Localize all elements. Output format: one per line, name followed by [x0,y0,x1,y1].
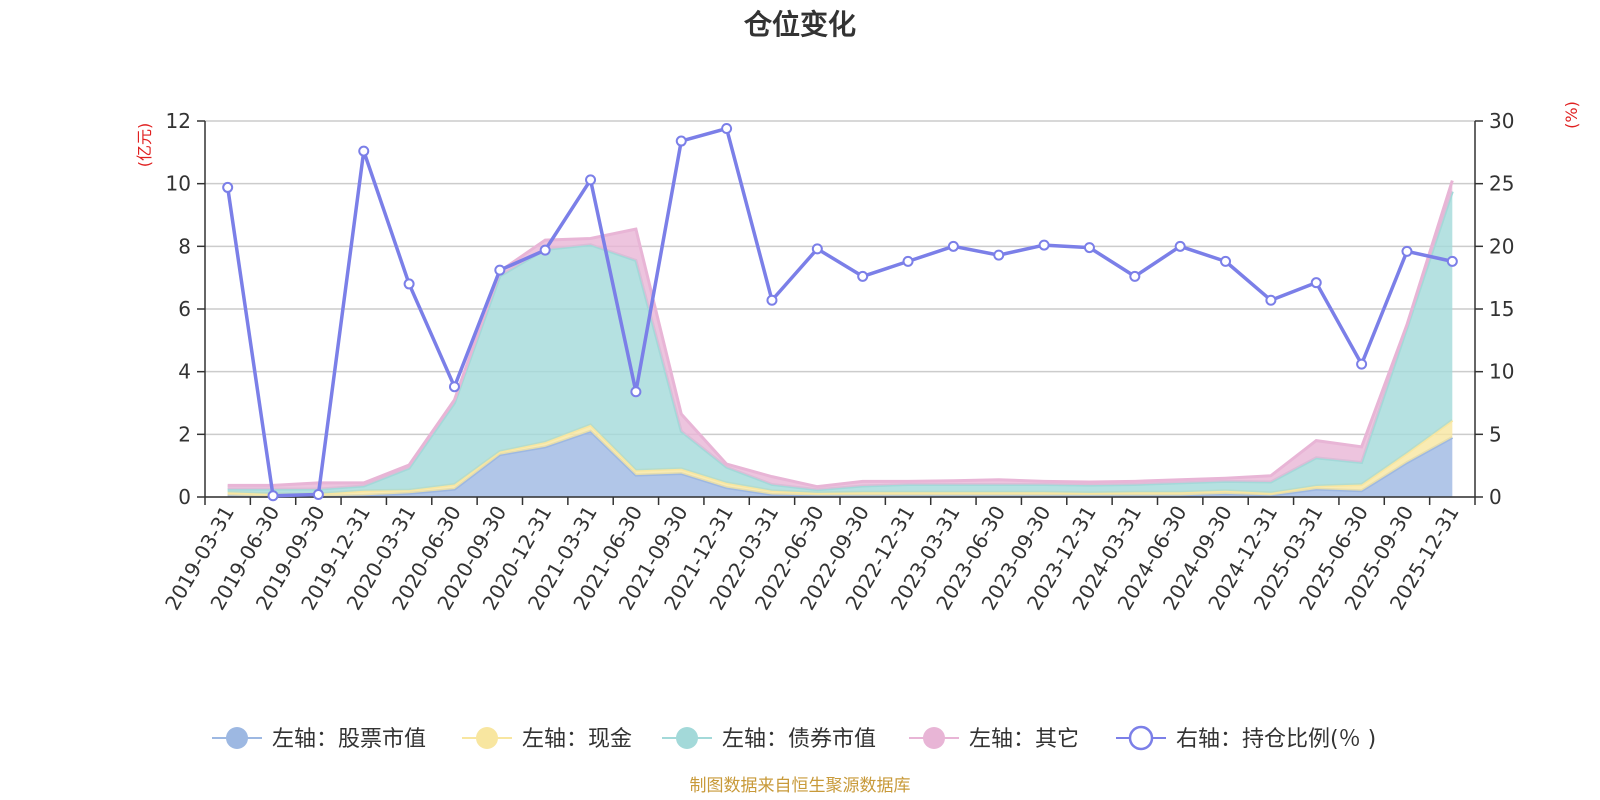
stacked-areas [227,180,1454,498]
left-tick-label: 4 [178,360,191,384]
area-series-0 [227,431,1453,497]
area-series-3 [227,180,1453,490]
ratio-point[interactable] [1265,294,1277,306]
ratio-point[interactable] [585,174,597,186]
left-tick-label: 8 [178,234,191,258]
axes: 0246810120510152025302019-03-312019-06-3… [160,109,1514,614]
area-series-1 [227,420,1453,497]
ratio-point[interactable] [1038,239,1050,251]
ratio-point[interactable] [993,249,1005,261]
ratio-point[interactable] [1174,240,1186,252]
left-tick-label: 12 [166,109,191,133]
left-tick-label: 0 [178,485,191,509]
right-tick-label: 20 [1489,234,1514,258]
ratio-point[interactable] [403,278,415,290]
left-tick-label: 2 [178,422,191,446]
area-series-2 [227,191,1453,494]
ratio-point[interactable] [1356,358,1368,370]
legend-swatch-marker [476,727,498,749]
legend-label: 左轴：股票市值 [272,727,426,752]
legend-label: 左轴：其它 [969,727,1079,752]
ratio-point[interactable] [721,123,733,135]
ratio-point[interactable] [448,381,460,393]
grid-lines [205,120,1475,498]
ratio-point[interactable] [494,264,506,276]
ratio-point[interactable] [1310,277,1322,289]
ratio-point[interactable] [902,255,914,267]
area-series-edge-3 [227,180,1454,489]
ratio-point[interactable] [539,244,551,256]
legend-label: 左轴：现金 [522,727,632,752]
ratio-point[interactable] [222,181,234,193]
legend-item-4[interactable]: 右轴：持仓比例(％ ) [1116,725,1376,752]
legend-item-1[interactable]: 左轴：现金 [462,727,632,752]
ratio-line [225,126,1453,498]
left-axis-unit: (亿元) [135,123,154,168]
position-ratio-line [222,123,1458,502]
right-tick-label: 5 [1489,422,1502,446]
left-tick-label: 6 [178,297,191,321]
legend-label: 右轴：持仓比例(％ ) [1176,727,1376,752]
legend-swatch-marker [923,727,945,749]
ratio-point[interactable] [675,135,687,147]
right-tick-label: 30 [1489,109,1514,133]
legend-swatch-marker [226,727,248,749]
ratio-point[interactable] [947,240,959,252]
ratio-point[interactable] [1220,255,1232,267]
right-tick-label: 15 [1489,297,1514,321]
legend-label: 左轴：债券市值 [722,727,876,752]
right-tick-label: 0 [1489,485,1502,509]
area-series-edge-2 [227,191,1454,492]
ratio-point[interactable] [267,490,279,502]
ratio-point[interactable] [630,386,642,398]
legend[interactable]: 左轴：股票市值 左轴：现金 左轴：债券市值 左轴：其它 右轴：持仓比例(％ ) [212,725,1376,752]
ratio-point[interactable] [1129,270,1141,282]
legend-item-2[interactable]: 左轴：债券市值 [662,727,876,752]
left-tick-label: 10 [166,172,191,196]
ratio-point[interactable] [1083,242,1095,254]
legend-swatch-marker [1128,725,1154,751]
ratio-point[interactable] [766,294,778,306]
ratio-point[interactable] [1401,245,1413,257]
right-axis-unit: (%) [1562,101,1581,129]
ratio-point[interactable] [811,243,823,255]
chart-title: 仓位变化 [744,8,856,41]
ratio-point[interactable] [1446,255,1458,267]
right-tick-label: 25 [1489,172,1514,196]
legend-item-3[interactable]: 左轴：其它 [909,727,1079,752]
right-tick-label: 10 [1489,360,1514,384]
data-source-note: 制图数据来自恒生聚源数据库 [690,776,911,796]
legend-item-0[interactable]: 左轴：股票市值 [212,727,426,752]
ratio-point[interactable] [358,145,370,157]
ratio-point[interactable] [312,488,324,500]
legend-swatch-marker [676,727,698,749]
ratio-point[interactable] [857,270,869,282]
